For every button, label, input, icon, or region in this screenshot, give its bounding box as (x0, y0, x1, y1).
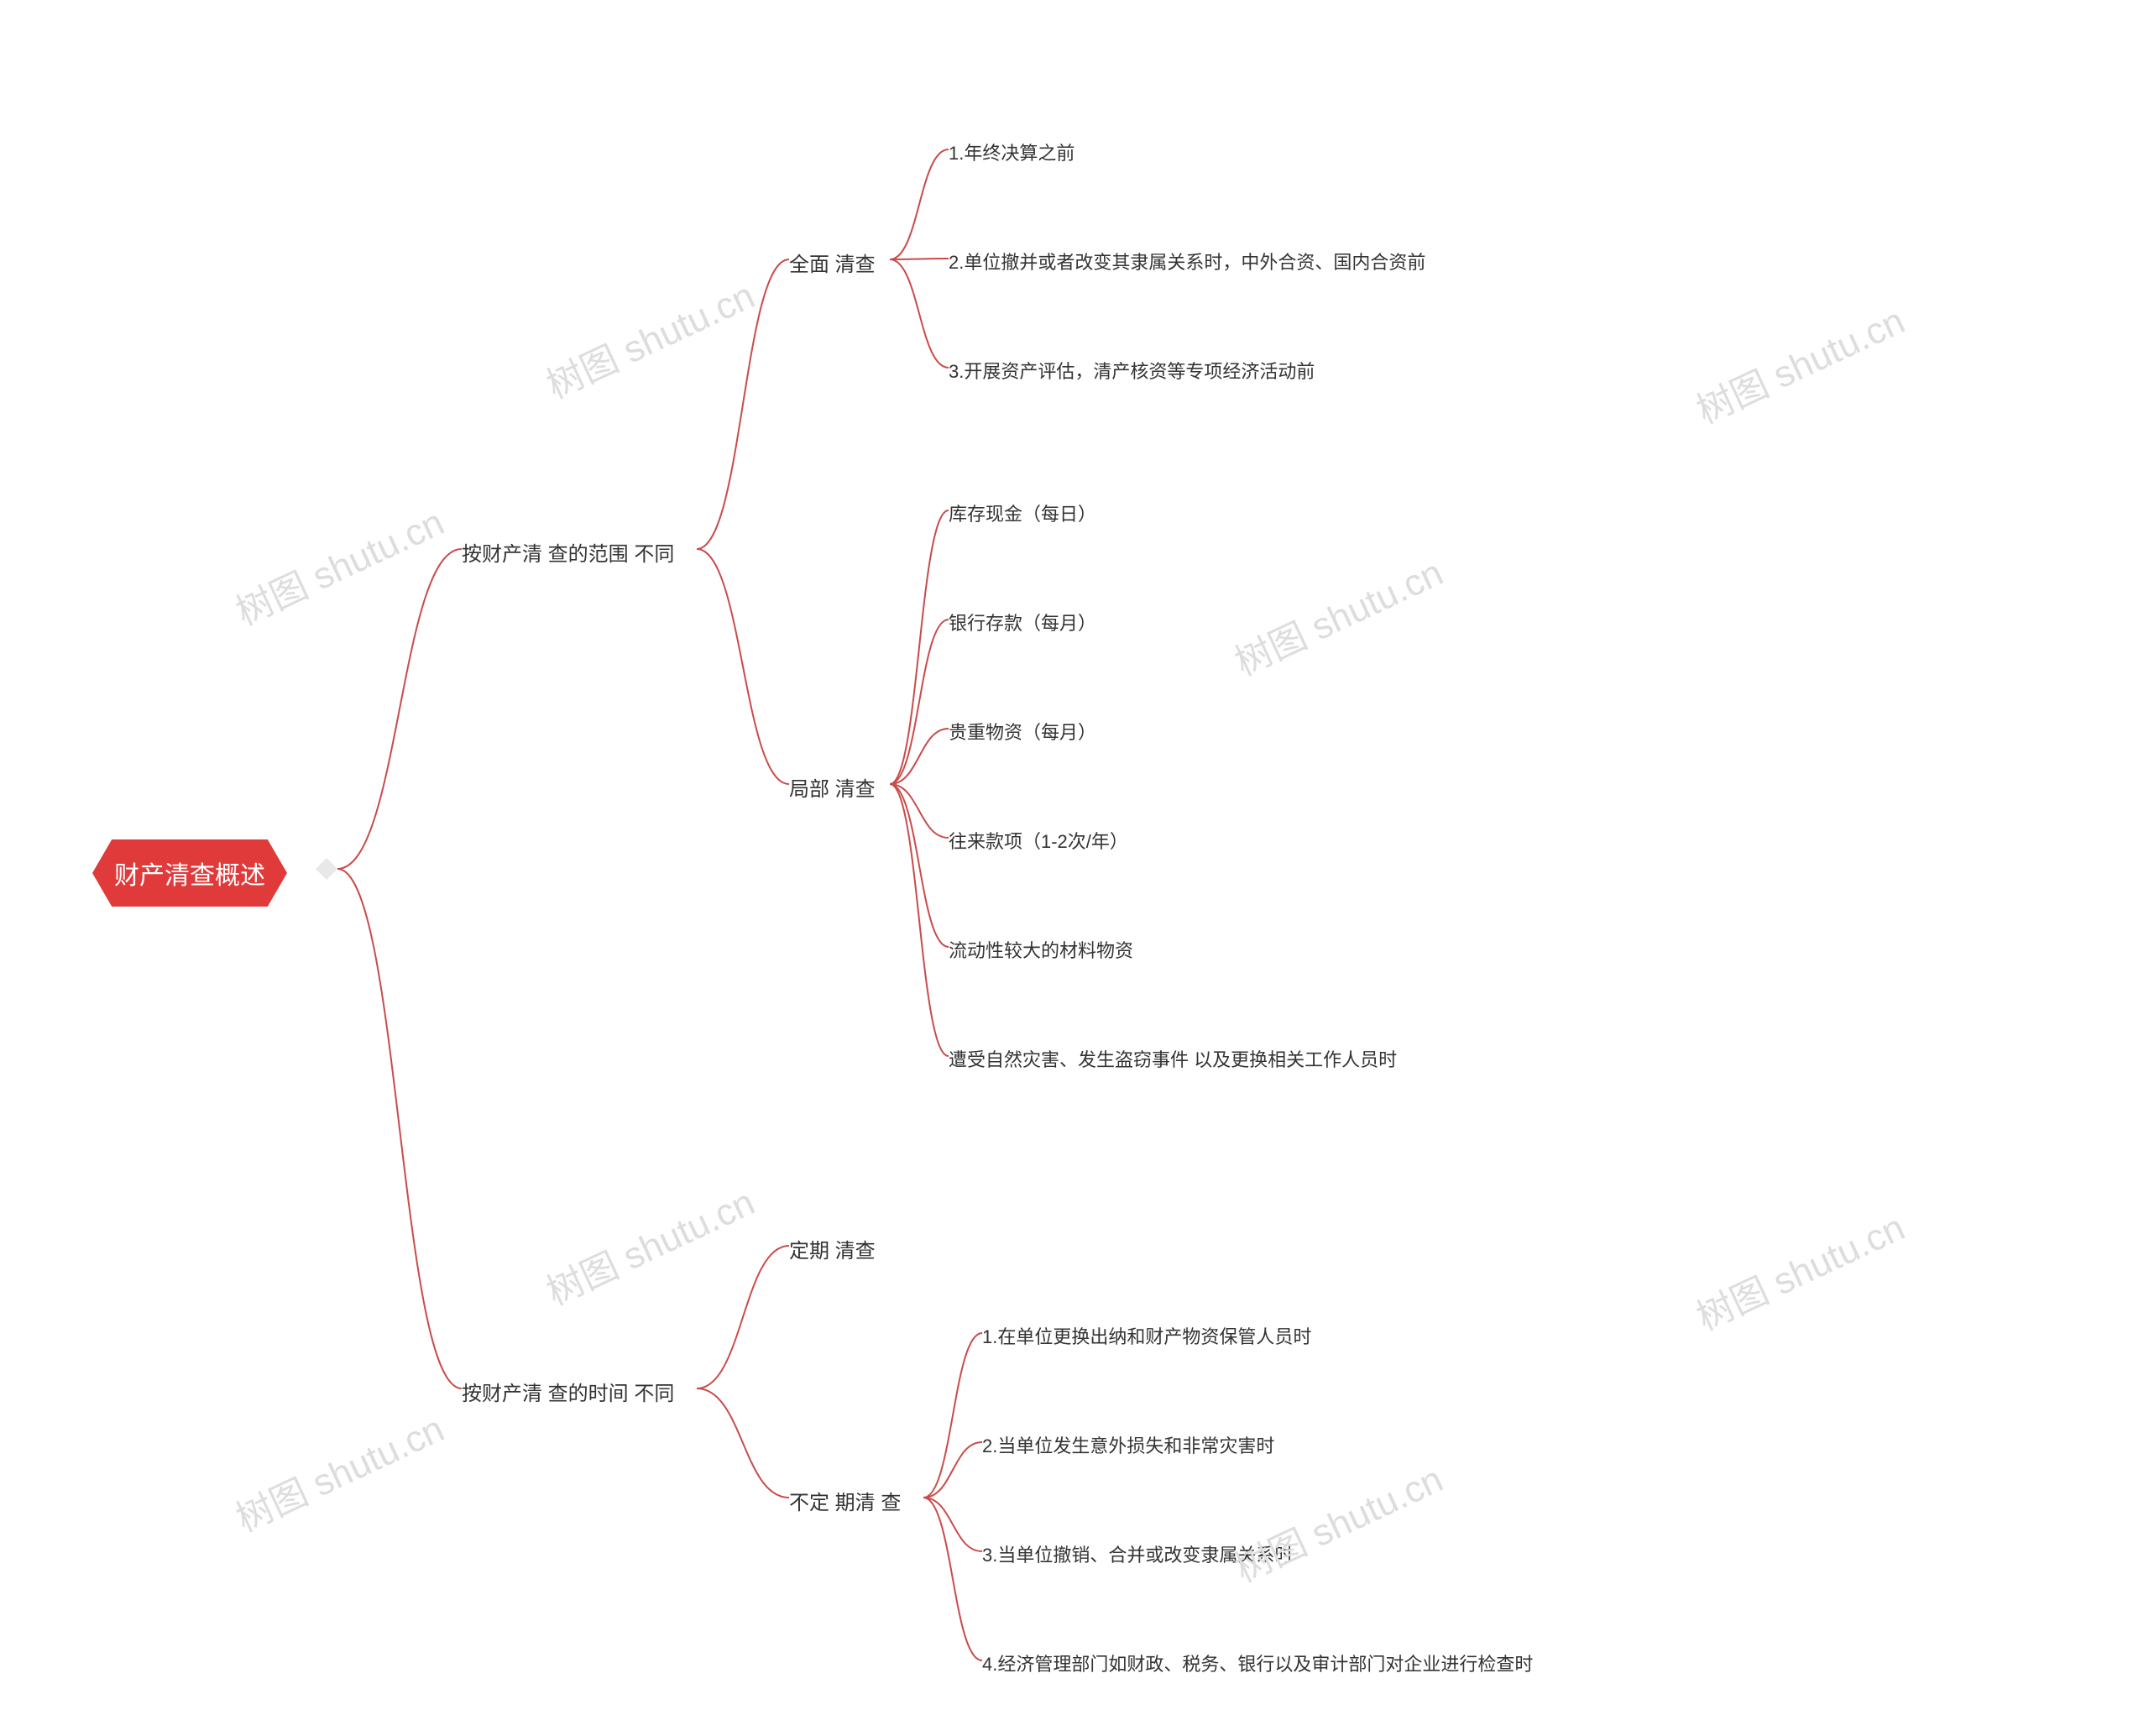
leaf-item: 3.开展资产评估，清产核资等专项经济活动前 (949, 357, 1315, 384)
leaf-item: 3.当单位撤销、合并或改变隶属关系时 (982, 1540, 1293, 1567)
leaf-item: 往来款项（1-2次/年） (949, 827, 1128, 854)
root-node: 财产清查概述 (92, 839, 287, 907)
branch-regular: 定期 清查 (789, 1234, 876, 1263)
leaf-item: 4.经济管理部门如财政、税务、银行以及审计部门对企业进行检查时 (982, 1650, 1533, 1676)
leaf-item: 1.年终决算之前 (949, 139, 1074, 165)
branch-partial: 局部 清查 (789, 772, 876, 802)
leaf-item: 银行存款（每月） (949, 609, 1096, 635)
leaf-item: 2.单位撤并或者改变其隶属关系时，中外合资、国内合资前 (949, 248, 1425, 275)
leaf-item: 流动性较大的材料物资 (949, 936, 1133, 963)
leaf-item: 贵重物资（每月） (949, 718, 1096, 745)
leaf-item: 库存现金（每日） (949, 499, 1096, 526)
leaf-item: 1.在单位更换出纳和财产物资保管人员时 (982, 1322, 1311, 1349)
branch-time: 按财产清 查的时间 不同 (462, 1377, 674, 1406)
leaf-item: 2.当单位发生意外损失和非常灾害时 (982, 1431, 1274, 1458)
branch-scope: 按财产清 查的范围 不同 (462, 537, 674, 567)
leaf-item: 遭受自然灾害、发生盗窃事件 以及更换相关工作人员时 (949, 1045, 1397, 1072)
branch-full: 全面 清查 (789, 248, 876, 277)
branch-irregular: 不定 期清 查 (789, 1486, 901, 1515)
